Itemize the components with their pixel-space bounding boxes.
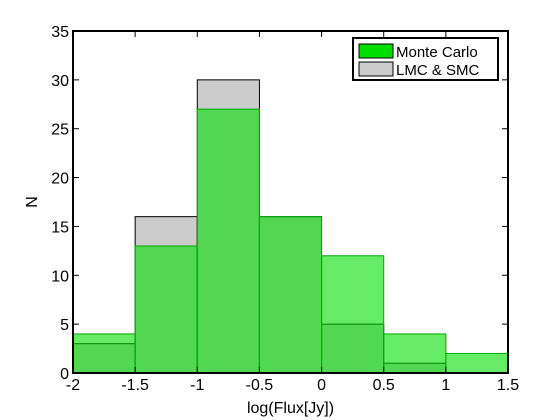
y-tick-label: 10 (51, 268, 69, 285)
bar-monte-carlo-3 (258, 216, 323, 374)
plot-frame (72, 30, 509, 374)
bar-monte-carlo-1 (134, 245, 198, 374)
y-tick-label: 20 (51, 171, 69, 188)
legend-label-monte-carlo: Monte Carlo (396, 44, 478, 61)
x-tick-label: 0.5 (373, 377, 395, 394)
y-tick-label: 0 (60, 366, 69, 383)
x-tick-label: 1 (441, 377, 450, 394)
bar-monte-carlo-5 (383, 333, 447, 374)
y-tick-label: 5 (60, 317, 69, 334)
bar-monte-carlo-6 (445, 352, 509, 374)
bars-layer (72, 79, 509, 374)
y-tick-label: 25 (51, 122, 69, 139)
y-tick-label: 30 (51, 73, 69, 90)
bar-monte-carlo-2 (196, 108, 260, 374)
y-tick-label: 15 (51, 219, 69, 236)
bar-monte-carlo-0 (72, 333, 136, 374)
ticks-layer: -2 -1.5 -1 -0.5 0 0.5 1 1.5 0 5 10 15 20 25 30 35 (51, 24, 519, 394)
bar-monte-carlo-4 (321, 255, 385, 374)
y-tick-label: 35 (51, 24, 69, 41)
legend-swatch-monte-carlo (358, 43, 394, 59)
x-tick-label: -0.5 (246, 377, 274, 394)
x-tick-label: -1 (190, 377, 204, 394)
y-axis-label: N (24, 196, 41, 208)
x-axis-label: log(Flux[Jy]) (247, 400, 334, 417)
x-tick-label: 1.5 (497, 377, 519, 394)
legend-swatch-lmc-smc (358, 61, 394, 77)
x-tick-label: -2 (66, 377, 80, 394)
x-tick-label: 0 (317, 377, 326, 394)
legend-label-lmc-smc: LMC & SMC (396, 62, 480, 79)
x-tick-label: -1.5 (121, 377, 149, 394)
